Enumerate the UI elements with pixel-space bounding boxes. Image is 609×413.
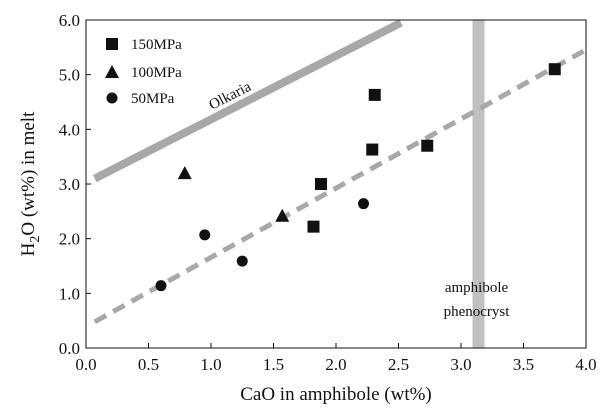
data-points	[155, 63, 561, 292]
circle-data-point	[199, 229, 211, 241]
y-tick-label: 6.0	[59, 11, 80, 30]
olkaria-line	[92, 19, 403, 183]
y-title-rest: O (wt%) in melt	[18, 111, 39, 236]
y-tick-label: 0.0	[59, 339, 80, 358]
square-data-point	[315, 178, 327, 190]
legend-triangle-marker	[105, 65, 119, 78]
circle-data-point	[236, 255, 248, 267]
y-tick-label: 1.0	[59, 284, 80, 303]
x-tick-label: 0.5	[138, 355, 159, 374]
circle-data-point	[155, 280, 167, 292]
legend-label-150mpa: 150MPa	[131, 37, 182, 53]
trend-dashed-line	[93, 48, 585, 324]
y-axis-title: H2O (wt%) in melt	[18, 111, 43, 256]
x-axis-title: CaO in amphibole (wt%)	[240, 384, 432, 405]
y-tick-label: 4.0	[59, 120, 80, 139]
x-tick-label: 3.0	[450, 355, 471, 374]
legend-label-100mpa: 100MPa	[131, 65, 182, 81]
x-tick-label: 2.0	[325, 355, 346, 374]
legend-label-50mpa: 50MPa	[131, 91, 175, 107]
circle-data-point	[358, 198, 369, 210]
phenocryst-band-label-line1: amphibole	[445, 280, 509, 296]
x-tick-label: 1.5	[263, 355, 284, 374]
x-tick-label: 4.0	[575, 355, 596, 374]
axis-ticks: 0.0 0.5 1.0 1.5 2.0 2.5 3.0 3.5 4.0 0.0 1.0 2.0 3.0 4…	[59, 11, 597, 374]
y-title-subscript: 2	[28, 236, 43, 243]
x-tick-label: 2.5	[388, 355, 409, 374]
x-tick-label: 0.0	[75, 355, 96, 374]
square-data-point	[421, 139, 434, 152]
triangle-data-point	[177, 166, 192, 180]
y-tick-label: 2.0	[59, 230, 80, 249]
phenocryst-band-label-line2: phenocryst	[444, 304, 511, 320]
y-tick-label: 3.0	[59, 175, 80, 194]
square-data-point	[307, 220, 320, 233]
triangle-data-point	[275, 208, 290, 222]
legend-square-marker	[106, 38, 118, 50]
legend: 150MPa 100MPa 50MPa	[105, 37, 182, 107]
square-data-point	[548, 63, 561, 76]
x-tick-label: 1.0	[200, 355, 221, 374]
x-tick-label: 3.5	[513, 355, 534, 374]
phenocryst-band	[472, 20, 485, 348]
reference-lines	[92, 19, 585, 348]
y-tick-label: 5.0	[59, 66, 80, 85]
y-title-h: H	[18, 242, 39, 256]
square-data-point	[366, 143, 379, 156]
square-data-point	[368, 88, 381, 101]
legend-circle-marker	[106, 92, 118, 104]
